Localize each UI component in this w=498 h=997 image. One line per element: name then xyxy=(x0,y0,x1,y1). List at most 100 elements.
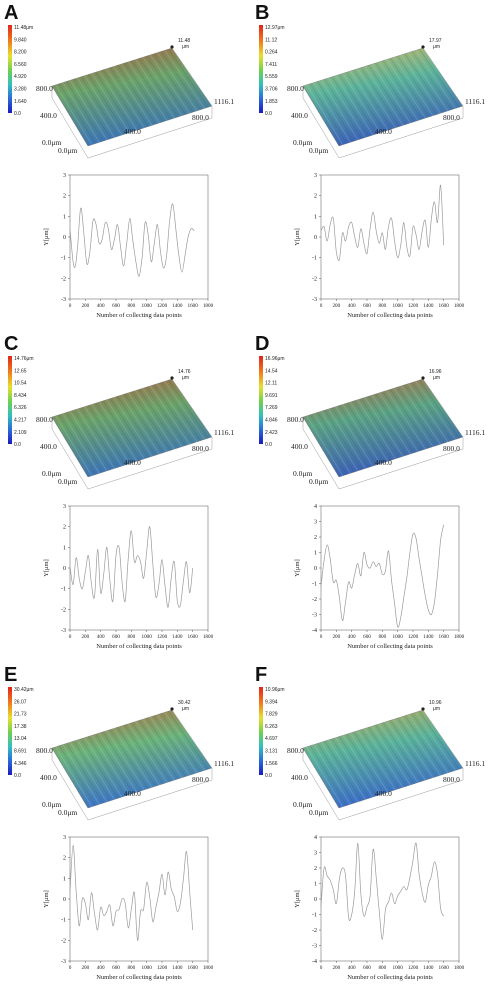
y-tick-label: 1 xyxy=(314,882,317,888)
surface-striation xyxy=(146,55,187,115)
surface-striation xyxy=(80,407,119,468)
surface-striation xyxy=(98,732,138,793)
colorbar-label: 6.263 xyxy=(265,724,278,730)
surface-frame xyxy=(302,748,464,821)
peak-label: 17.97 xyxy=(429,38,442,44)
surface-axis-label: 400.0 xyxy=(40,773,57,782)
peak-unit: μm xyxy=(433,375,440,381)
x-tick-label: 1800 xyxy=(454,634,465,640)
panel-letter: F xyxy=(255,664,268,686)
surface-striation xyxy=(69,411,108,472)
surface-striation xyxy=(324,409,362,470)
x-tick-label: 400 xyxy=(348,303,356,309)
surface-striation xyxy=(306,84,344,145)
colorbar-label: 10.54 xyxy=(14,381,27,387)
surface-striation xyxy=(386,59,426,119)
y-axis-label: Y[μm] xyxy=(43,559,50,577)
surface-striation xyxy=(419,710,460,770)
surface-striation xyxy=(353,69,392,130)
y-tick-label: 1 xyxy=(314,551,317,557)
colorbar-label: 12.65 xyxy=(14,368,27,374)
colorbar-label: 1.640 xyxy=(14,99,27,105)
colorbar-label: 17.38 xyxy=(14,724,27,730)
surface-striation xyxy=(168,48,209,108)
colorbar-label: 0.0 xyxy=(265,111,272,117)
surface-striation xyxy=(353,731,392,792)
profile-line xyxy=(320,184,445,262)
y-tick-label: -4 xyxy=(312,628,317,634)
surface-striation xyxy=(368,65,407,125)
surface-striation xyxy=(309,414,347,475)
y-tick-label: -2 xyxy=(61,276,66,282)
surface-striation xyxy=(339,405,377,466)
surface-striation xyxy=(389,58,430,118)
y-tick-label: 0 xyxy=(314,566,317,572)
colorbar-label: 21.73 xyxy=(14,712,27,718)
line-chart: -4 -3 -2 -1 0 1 2 3 4 0 200 400 600 800 1000 1200 1400 16… xyxy=(294,504,465,650)
x-axis-label: Number of collecting data points xyxy=(96,974,182,981)
panel-letter: E xyxy=(4,664,18,686)
y-tick-label: 0 xyxy=(314,235,317,241)
x-tick-label: 1800 xyxy=(203,303,214,309)
surface-striation xyxy=(160,713,202,772)
x-tick-label: 0 xyxy=(320,634,323,640)
surface-striation xyxy=(138,389,179,449)
surface-striation xyxy=(131,722,172,782)
surface-striation xyxy=(342,404,381,464)
x-tick-label: 200 xyxy=(332,303,340,309)
peak-unit: μm xyxy=(182,44,189,50)
surface-striation xyxy=(349,732,389,793)
profile-line xyxy=(69,844,194,941)
surface-axis-label: 0.0μm xyxy=(293,138,312,147)
peak-unit: μm xyxy=(182,706,189,712)
surface-axis-label: 1116.1 xyxy=(465,428,485,437)
y-tick-label: 3 xyxy=(314,520,317,526)
surface-striation xyxy=(371,394,411,455)
colorbar-label: 7.269 xyxy=(265,405,278,411)
x-axis-label: Number of collecting data points xyxy=(347,312,433,319)
surface-axis-label: 800.0 xyxy=(192,444,209,453)
surface-striation xyxy=(328,77,366,138)
surface-striation xyxy=(51,747,89,809)
colorbar-label: 3.706 xyxy=(265,87,278,93)
y-axis-label: Y[μm] xyxy=(43,890,50,908)
surface-axis-label: 1116.1 xyxy=(214,428,234,437)
y-tick-label: 1 xyxy=(63,214,66,220)
colorbar-label: 5.559 xyxy=(265,74,278,80)
surface-axis-label: 0.0μm xyxy=(58,808,77,817)
surface-striation xyxy=(400,54,441,114)
y-tick-label: -2 xyxy=(312,928,317,934)
colorbar-label: 11.48μm xyxy=(14,25,33,31)
surface-striation xyxy=(339,736,377,797)
x-tick-label: 1400 xyxy=(172,303,183,309)
surface-striation xyxy=(88,74,126,135)
surface-striation xyxy=(171,47,213,107)
surface-plot: 11.48μm 9.840 8.200 6.560 4.920 3.280 1.640 0.0… xyxy=(8,25,234,159)
surface-striation xyxy=(117,727,156,787)
colorbar-label: 3.131 xyxy=(265,749,278,755)
surface-striation xyxy=(124,393,164,453)
surface-striation xyxy=(91,404,130,464)
plot-frame xyxy=(320,836,460,962)
surface-striation xyxy=(149,716,190,776)
surface-striation xyxy=(157,714,198,774)
surface-striation xyxy=(157,52,198,112)
peak-unit: μm xyxy=(182,375,189,381)
surface-striation xyxy=(51,85,89,147)
surface-axis-label: 400.0 xyxy=(375,789,392,798)
surface-axis-label: 1116.1 xyxy=(214,759,234,768)
x-tick-label: 1000 xyxy=(141,634,152,640)
surface-striation xyxy=(153,715,194,775)
surface-striation xyxy=(124,724,164,784)
surface-striation xyxy=(113,728,153,788)
surface-striation xyxy=(142,56,183,116)
surface-striation xyxy=(146,717,187,777)
surface-striation xyxy=(349,401,389,462)
y-axis-label: Y[μm] xyxy=(294,559,301,577)
peak-marker xyxy=(170,376,174,380)
surface-striation xyxy=(124,62,164,122)
surface-striation xyxy=(389,389,430,449)
surface-axis-label: 400.0 xyxy=(40,442,57,451)
x-tick-label: 200 xyxy=(332,634,340,640)
surface-striation xyxy=(375,62,415,122)
